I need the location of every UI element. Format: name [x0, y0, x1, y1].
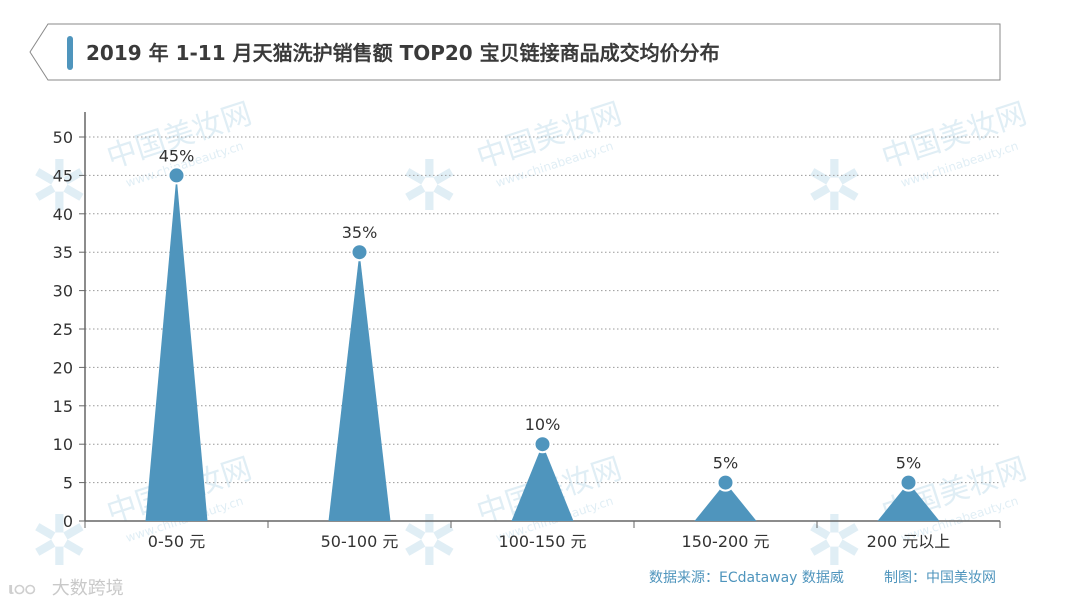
corner-logo: ι੦੦ 大数跨境	[8, 575, 124, 603]
x-tick-labels: 0-50 元 50-100 元 100-150 元 150-200 元 200 元以上	[148, 532, 951, 551]
title-accent-bar	[67, 36, 73, 70]
y-tick-label: 20	[53, 358, 73, 377]
header-frame	[29, 23, 1001, 81]
corner-logo-mark: ι੦੦	[8, 579, 36, 598]
data-label: 45%	[159, 146, 195, 165]
y-tick-labels: 0 5 10 15 20 25 30 35 40 45 50	[53, 128, 73, 531]
bar-dot	[167, 166, 186, 185]
x-tick-label: 0-50 元	[148, 532, 205, 551]
x-tick-label: 200 元以上	[867, 532, 951, 551]
maker-note: 制图：中国美妆网	[884, 570, 996, 586]
x-tick-label: 100-150 元	[499, 532, 587, 551]
x-tick-label: 150-200 元	[682, 532, 770, 551]
y-tick-label: 5	[63, 474, 73, 493]
bar	[511, 444, 574, 521]
bar	[877, 482, 940, 521]
watermark-star-icon: ✲	[805, 500, 864, 582]
corner-logo-text: 大数跨境	[51, 578, 124, 599]
chart-title: 2019 年 1-11 月天猫洗护销售额 TOP20 宝贝链接商品成交均价分布	[86, 41, 720, 65]
y-tick-label: 15	[53, 397, 73, 416]
bar	[694, 482, 757, 521]
y-tick-label: 40	[53, 205, 73, 224]
bar-marks	[145, 166, 940, 521]
data-labels: 45% 35% 10% 5% 5%	[159, 146, 921, 472]
watermark-star-icon: ✲	[400, 500, 459, 582]
data-label: 5%	[713, 454, 738, 473]
bar	[328, 252, 391, 521]
y-tick-label: 30	[53, 282, 73, 301]
bar	[145, 175, 208, 521]
source-note: 数据来源：ECdataway 数据威	[649, 570, 844, 586]
x-tick-label: 50-100 元	[321, 532, 399, 551]
data-label: 35%	[342, 223, 378, 242]
data-label: 5%	[896, 454, 921, 473]
bar-dot	[350, 243, 369, 262]
y-tick-label: 50	[53, 128, 73, 147]
data-label: 10%	[525, 415, 561, 434]
y-tick-label: 45	[53, 166, 73, 185]
y-tick-label: 0	[63, 512, 73, 531]
bar-dot	[899, 473, 918, 492]
watermark-star-icon: ✲	[30, 500, 89, 582]
y-tick-label: 35	[53, 243, 73, 262]
watermark-star-icon: ✲	[30, 145, 89, 227]
bar-dot	[533, 435, 552, 454]
watermark-star-icon: ✲	[805, 145, 864, 227]
bar-dot	[716, 473, 735, 492]
y-tick-label: 25	[53, 320, 73, 339]
watermark-star-icon: ✲	[400, 145, 459, 227]
y-tick-label: 10	[53, 435, 73, 454]
